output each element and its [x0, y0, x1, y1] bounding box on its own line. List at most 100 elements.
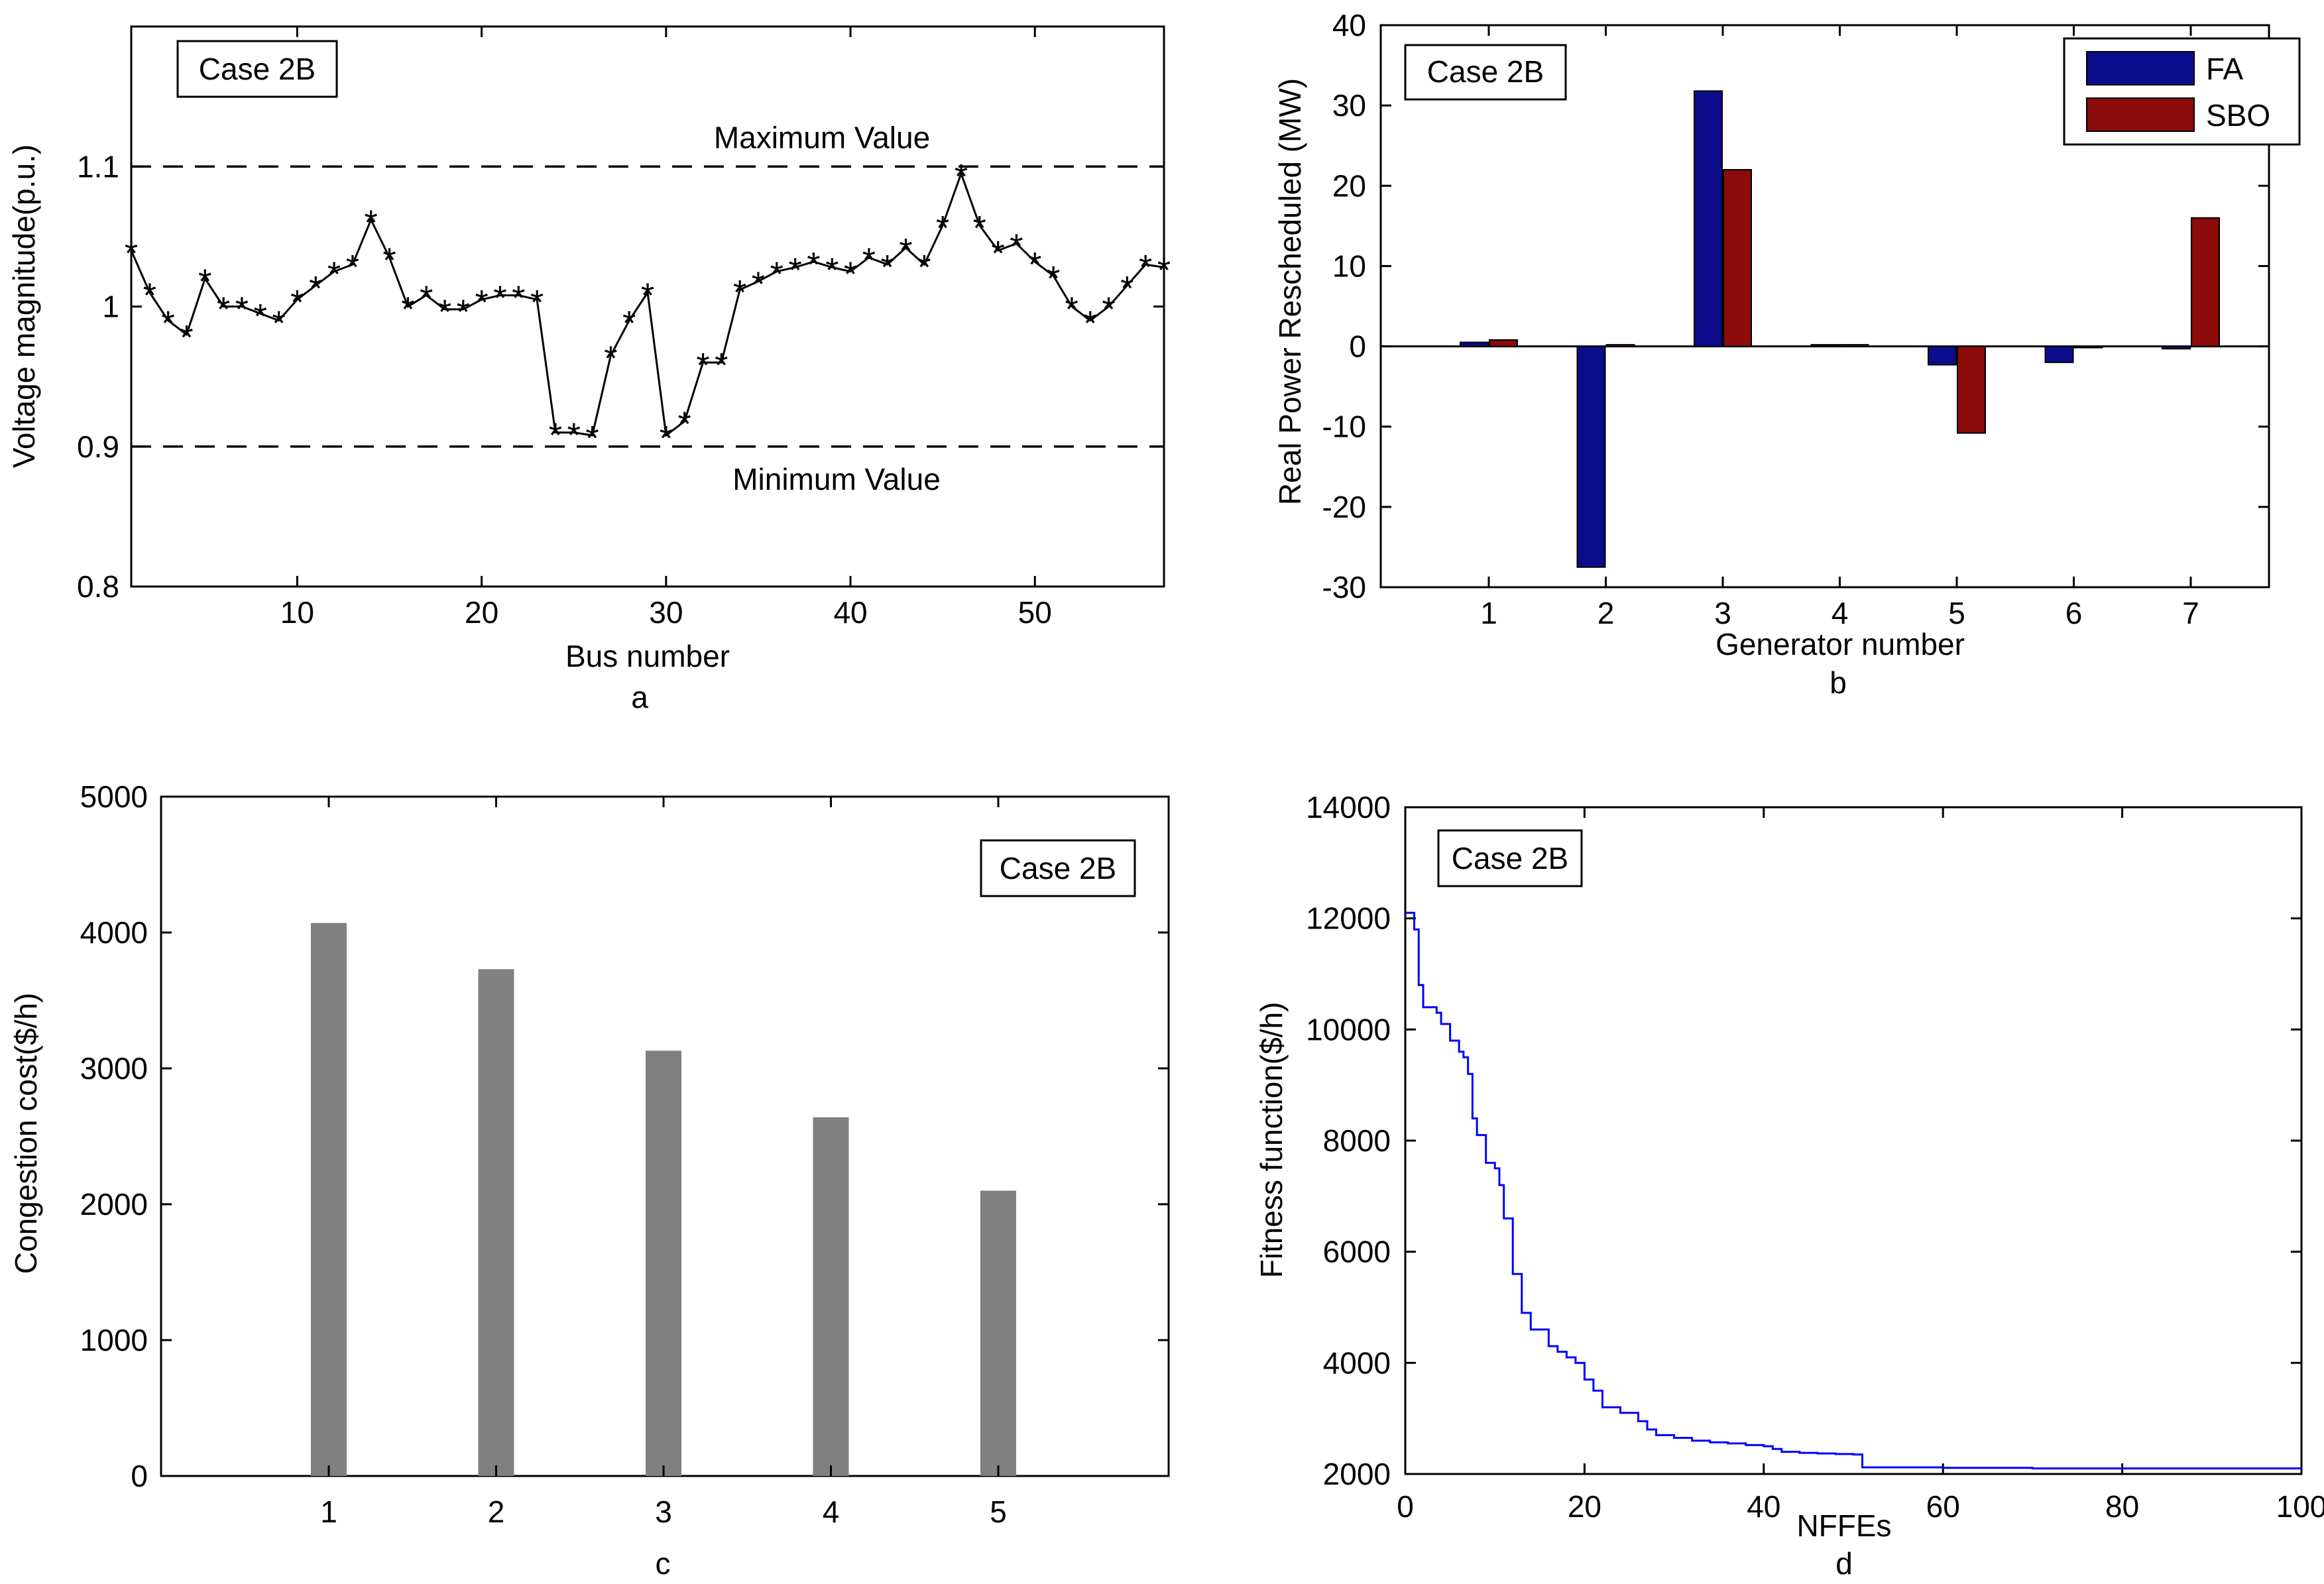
- panel-d-x-tick-label: 60: [1926, 1489, 1960, 1524]
- panel-b-y-tick-label: 40: [1332, 8, 1366, 42]
- panel-a-data-point: *: [567, 417, 581, 455]
- panel-b-bar-fa: [1576, 345, 1606, 568]
- panel-a-data-point: *: [530, 284, 544, 322]
- panel-a-data-point: *: [217, 291, 230, 329]
- panel-a-data-point: *: [125, 235, 138, 273]
- panel-b-bar-fa: [1460, 341, 1489, 347]
- panel-b-bar-sbo: [1723, 169, 1752, 347]
- panel-c-case-box: [980, 839, 1136, 897]
- panel-a-data-point: *: [475, 284, 488, 322]
- panel-a-data-point: *: [162, 305, 175, 343]
- panel-b-sublabel: b: [1830, 665, 1847, 700]
- panel-c-bar: [980, 1190, 1016, 1476]
- panel-a-voltage-line: [130, 170, 1165, 437]
- panel-a-data-point: *: [1010, 227, 1023, 266]
- panel-a-data-point: *: [1120, 270, 1133, 308]
- panel-a-case-label: Case 2B: [199, 52, 316, 86]
- panel-a-data-point: *: [438, 294, 451, 332]
- panel-b-power-rescheduled-chart: -30 -20 -10 0 10 20 30 40 1 2 3 4 5 6 7 FA SBO Case 2…: [1273, 8, 2301, 700]
- panel-b-x-tick-label: 5: [1948, 596, 1965, 630]
- panel-a-voltage-chart: 0.8 0.9 1 1.1 10 20 30 40 50 Maximum Value Mini…: [7, 25, 1171, 714]
- panel-a-data-point: *: [457, 294, 470, 332]
- panel-a-data-point: *: [899, 232, 912, 270]
- maximum-value-label: Maximum Value: [714, 120, 930, 154]
- panel-c-congestion-cost-chart: 0 1000 2000 3000 4000 5000 1 2 3 4 5 Case 2B Cong…: [9, 779, 1170, 1581]
- panel-d-y-tick-label: 2000: [1323, 1457, 1391, 1491]
- panel-c-sublabel: c: [656, 1546, 671, 1581]
- panel-b-bar-fa: [2162, 345, 2191, 350]
- panel-c-y-tick-label: 4000: [80, 915, 148, 950]
- legend-swatch-sbo: [2086, 97, 2195, 132]
- panel-b-bar-sbo: [1489, 339, 1518, 347]
- panel-a-x-tick-label: 30: [649, 595, 683, 630]
- panel-b-bar-sbo: [1839, 344, 1869, 347]
- panel-a-data-point: *: [604, 339, 617, 378]
- panel-b-x-tick-label: 6: [2065, 596, 2083, 630]
- panel-d-x-tick-label: 80: [2105, 1489, 2139, 1524]
- panel-a-data-point: *: [1084, 305, 1097, 343]
- panel-c-x-tick-label: 3: [655, 1495, 672, 1529]
- panel-c-x-tick-label: 2: [488, 1495, 505, 1529]
- panel-d-x-tick-label: 100: [2276, 1489, 2324, 1524]
- panel-a-data-point: *: [641, 276, 654, 315]
- panel-a-data-point: *: [272, 305, 285, 343]
- panel-c-bar: [311, 923, 347, 1476]
- panel-b-y-axis-label: Real Power Rescheduled (MW): [1273, 78, 1307, 505]
- panel-a-data-point: *: [844, 256, 857, 294]
- panel-a-data-point: *: [936, 209, 949, 248]
- panel-b-bar-sbo: [2191, 217, 2220, 347]
- panel-b-x-tick-label: 4: [1831, 596, 1849, 630]
- panel-a-data-point: *: [1139, 249, 1152, 287]
- panel-d-x-tick-label: 40: [1747, 1489, 1780, 1524]
- panel-b-x-tick-label: 3: [1714, 596, 1731, 630]
- panel-b-y-tick-label: -10: [1322, 410, 1366, 444]
- panel-a-data-point: *: [420, 280, 433, 318]
- panel-b-bar-fa: [2044, 345, 2074, 363]
- panel-d-plot-frame: [1404, 806, 2303, 1475]
- panel-a-y-tick-label: 1: [102, 290, 119, 324]
- panel-d-y-tick-label: 10000: [1306, 1012, 1391, 1047]
- panel-b-bar-fa: [1928, 345, 1957, 366]
- panel-d-fitness-line: [1405, 911, 2301, 1470]
- panel-b-legend: FA SBO: [2063, 37, 2301, 146]
- panel-b-bar-fa: [1694, 90, 1723, 347]
- panel-a-data-point: *: [180, 319, 193, 357]
- panel-a-y-axis-label: Voltage magnitude(p.u.): [7, 144, 41, 468]
- panel-c-y-tick-label: 0: [131, 1459, 148, 1493]
- panel-b-case-label: Case 2B: [1427, 54, 1544, 89]
- panel-a-x-axis-label: Bus number: [565, 639, 730, 673]
- panel-a-data-point: *: [752, 265, 765, 304]
- panel-a-data-point: *: [382, 242, 396, 280]
- panel-b-y-tick-label: -20: [1322, 490, 1366, 524]
- legend-label-sbo: SBO: [2206, 98, 2270, 133]
- panel-c-bar: [813, 1117, 849, 1476]
- panel-a-data-point: *: [807, 246, 820, 284]
- panel-a-data-point: *: [254, 298, 267, 336]
- panel-a-sublabel: a: [631, 680, 648, 714]
- panel-b-y-tick-label: 20: [1332, 168, 1366, 203]
- panel-a-data-point: *: [143, 276, 156, 315]
- panel-a-data-point: *: [825, 251, 839, 290]
- panel-b-x-tick-label: 1: [1480, 596, 1497, 630]
- panel-a-data-point: *: [235, 291, 249, 329]
- panel-a-data-point: *: [770, 256, 784, 294]
- panel-c-y-axis-label: Congestion cost($/h): [9, 993, 43, 1274]
- panel-d-x-axis-label: NFFEs: [1796, 1508, 1891, 1543]
- panel-b-y-tick-label: 30: [1332, 88, 1366, 123]
- panel-a-data-point: *: [549, 417, 562, 455]
- panel-c-x-tick-label: 4: [823, 1495, 840, 1529]
- panel-a-data-point: *: [955, 158, 968, 196]
- panel-b-bar-sbo: [1605, 344, 1635, 347]
- panel-d-case-box: [1437, 829, 1583, 887]
- legend-label-fa: FA: [2206, 52, 2244, 86]
- panel-b-case-box: [1404, 44, 1567, 101]
- panel-b-y-tick-label: 0: [1349, 329, 1366, 364]
- panel-a-data-point: *: [198, 262, 211, 301]
- panel-a-data-point: *: [346, 249, 359, 287]
- panel-d-y-tick-label: 8000: [1323, 1123, 1391, 1158]
- panel-a-data-point: *: [309, 270, 322, 308]
- panel-a-data-point: *: [365, 204, 378, 243]
- panel-a-x-tick-label: 40: [833, 595, 867, 630]
- panel-a-case-box: [176, 40, 338, 98]
- panel-b-x-axis-label: Generator number: [1715, 627, 1965, 661]
